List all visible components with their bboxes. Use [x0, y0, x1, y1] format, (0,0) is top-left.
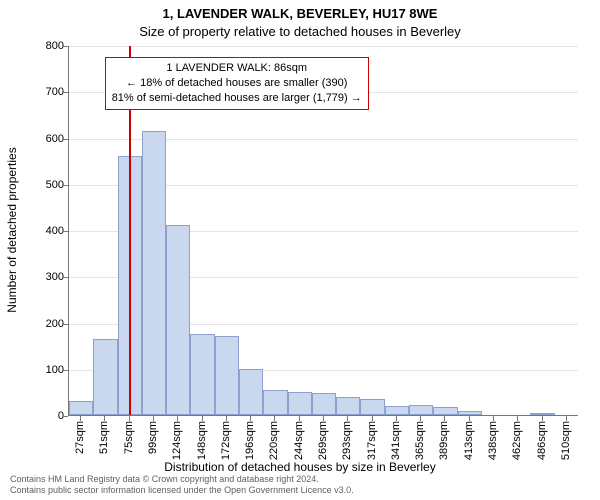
- x-tick-mark: [202, 416, 203, 421]
- y-tick-label: 700: [24, 86, 64, 98]
- plot-area: 1 LAVENDER WALK: 86sqm ← 18% of detached…: [68, 46, 578, 416]
- y-tick-label: 0: [24, 410, 64, 422]
- y-axis-label: Number of detached properties: [5, 147, 19, 312]
- histogram-bar: [312, 393, 336, 415]
- y-tick-label: 600: [24, 133, 64, 145]
- footer-attribution: Contains HM Land Registry data © Crown c…: [10, 474, 354, 497]
- x-tick-label: 124sqm: [171, 421, 183, 460]
- x-tick-label: 244sqm: [293, 421, 305, 460]
- x-tick-mark: [542, 416, 543, 421]
- x-tick-label: 293sqm: [341, 421, 353, 460]
- x-tick-mark: [250, 416, 251, 421]
- x-tick-mark: [104, 416, 105, 421]
- y-tick-label: 400: [24, 225, 64, 237]
- histogram-bar: [215, 336, 239, 415]
- histogram-bar: [142, 131, 166, 415]
- y-tick-label: 800: [24, 40, 64, 52]
- histogram-bar: [385, 406, 409, 415]
- footer-line-1: Contains HM Land Registry data © Crown c…: [10, 474, 354, 485]
- x-tick-mark: [177, 416, 178, 421]
- legend-box: 1 LAVENDER WALK: 86sqm ← 18% of detached…: [105, 57, 369, 110]
- x-tick-label: 438sqm: [487, 421, 499, 460]
- y-tick-label: 100: [24, 364, 64, 376]
- y-tick-mark: [63, 185, 68, 186]
- y-tick-mark: [63, 46, 68, 47]
- x-tick-label: 365sqm: [414, 421, 426, 460]
- x-tick-label: 196sqm: [244, 421, 256, 460]
- x-tick-label: 269sqm: [317, 421, 329, 460]
- x-tick-label: 75sqm: [123, 421, 135, 454]
- y-tick-mark: [63, 139, 68, 140]
- legend-line-2: ← 18% of detached houses are smaller (39…: [112, 76, 362, 91]
- histogram-bar: [239, 369, 263, 415]
- histogram-bar: [336, 397, 360, 416]
- x-tick-mark: [347, 416, 348, 421]
- x-tick-mark: [517, 416, 518, 421]
- y-tick-mark: [63, 231, 68, 232]
- page-subtitle: Size of property relative to detached ho…: [0, 24, 600, 39]
- histogram-bar: [69, 401, 93, 415]
- x-tick-mark: [129, 416, 130, 421]
- x-tick-mark: [372, 416, 373, 421]
- x-tick-label: 172sqm: [220, 421, 232, 460]
- histogram-bar: [409, 405, 433, 415]
- x-tick-mark: [420, 416, 421, 421]
- x-tick-label: 413sqm: [463, 421, 475, 460]
- histogram-bar: [190, 334, 214, 415]
- x-tick-label: 341sqm: [390, 421, 402, 460]
- footer-line-2: Contains public sector information licen…: [10, 485, 354, 496]
- histogram-bar: [166, 225, 190, 415]
- x-tick-label: 220sqm: [268, 421, 280, 460]
- x-axis-label: Distribution of detached houses by size …: [0, 460, 600, 474]
- histogram-bar: [458, 411, 482, 415]
- x-tick-mark: [469, 416, 470, 421]
- x-tick-mark: [323, 416, 324, 421]
- x-tick-label: 510sqm: [560, 421, 572, 460]
- x-tick-mark: [444, 416, 445, 421]
- y-tick-label: 500: [24, 179, 64, 191]
- x-tick-mark: [80, 416, 81, 421]
- x-tick-label: 99sqm: [147, 421, 159, 454]
- histogram-bar: [433, 407, 457, 415]
- x-tick-label: 486sqm: [536, 421, 548, 460]
- x-tick-label: 389sqm: [438, 421, 450, 460]
- legend-line-3: 81% of semi-detached houses are larger (…: [112, 91, 362, 106]
- y-tick-mark: [63, 416, 68, 417]
- x-tick-mark: [566, 416, 567, 421]
- histogram-bar: [288, 392, 312, 415]
- x-tick-label: 317sqm: [366, 421, 378, 460]
- y-tick-label: 200: [24, 318, 64, 330]
- y-tick-mark: [63, 92, 68, 93]
- page-title: 1, LAVENDER WALK, BEVERLEY, HU17 8WE: [0, 6, 600, 21]
- legend-line-1: 1 LAVENDER WALK: 86sqm: [112, 61, 362, 76]
- y-tick-mark: [63, 324, 68, 325]
- x-tick-label: 27sqm: [74, 421, 86, 454]
- y-tick-mark: [63, 277, 68, 278]
- y-tick-label: 300: [24, 271, 64, 283]
- x-tick-label: 148sqm: [196, 421, 208, 460]
- histogram-bar: [263, 390, 287, 415]
- x-tick-mark: [274, 416, 275, 421]
- x-tick-label: 51sqm: [98, 421, 110, 454]
- y-tick-mark: [63, 370, 68, 371]
- x-tick-mark: [493, 416, 494, 421]
- x-tick-mark: [226, 416, 227, 421]
- x-tick-mark: [153, 416, 154, 421]
- chart-container: 1, LAVENDER WALK, BEVERLEY, HU17 8WE Siz…: [0, 0, 600, 500]
- x-tick-label: 462sqm: [511, 421, 523, 460]
- histogram-bar: [360, 399, 384, 415]
- histogram-bar: [530, 413, 554, 415]
- histogram-bar: [93, 339, 117, 415]
- x-tick-mark: [299, 416, 300, 421]
- x-tick-mark: [396, 416, 397, 421]
